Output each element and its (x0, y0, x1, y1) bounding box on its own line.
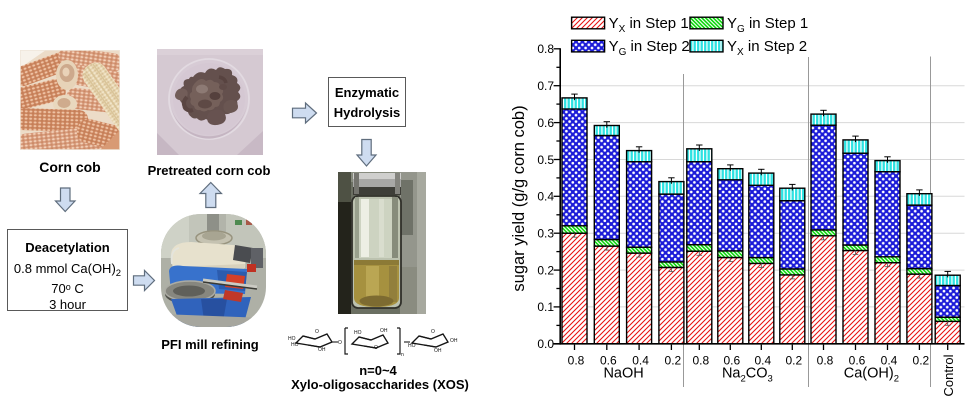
svg-text:0.3: 0.3 (537, 227, 554, 241)
svg-text:0.5: 0.5 (537, 153, 554, 167)
svg-text:0.8: 0.8 (537, 42, 554, 56)
svg-text:OH: OH (434, 348, 442, 354)
svg-text:HO: HO (354, 330, 362, 336)
svg-text:0.0: 0.0 (537, 337, 554, 351)
svg-text:YX in Step 1: YX in Step 1 (609, 15, 689, 35)
svg-text:O: O (374, 345, 378, 351)
svg-text:0.4: 0.4 (537, 190, 554, 204)
svg-text:0.4: 0.4 (881, 354, 898, 368)
svg-text:HO: HO (288, 336, 296, 342)
svg-text:0.4: 0.4 (632, 354, 649, 368)
svg-text:HO: HO (408, 343, 416, 349)
svg-text:0.6: 0.6 (723, 354, 740, 368)
svg-text:YG in Step 2: YG in Step 2 (609, 38, 690, 58)
svg-text:0.2: 0.2 (537, 263, 554, 277)
svg-text:O: O (431, 329, 435, 335)
svg-text:OH: OH (318, 347, 326, 353)
svg-text:0.6: 0.6 (600, 354, 617, 368)
svg-text:O: O (338, 340, 342, 346)
svg-text:HO: HO (291, 342, 299, 348)
svg-text:0.2: 0.2 (785, 354, 802, 368)
svg-text:O: O (315, 329, 319, 335)
svg-text:YG in Step 1: YG in Step 1 (727, 15, 808, 35)
svg-text:0.6: 0.6 (537, 116, 554, 130)
svg-text:0.7: 0.7 (537, 79, 554, 93)
svg-text:0.4: 0.4 (754, 354, 771, 368)
svg-text:Ca(OH)2: Ca(OH)2 (844, 366, 899, 385)
svg-text:OH: OH (450, 338, 458, 344)
svg-text:0.8: 0.8 (568, 354, 585, 368)
svg-text:OH: OH (380, 328, 388, 334)
svg-text:0.6: 0.6 (849, 354, 866, 368)
svg-text:Na2CO3: Na2CO3 (722, 366, 773, 385)
svg-text:YX in Step 2: YX in Step 2 (727, 38, 807, 58)
svg-text:Control: Control (941, 354, 956, 396)
svg-text:0.8: 0.8 (692, 354, 709, 368)
svg-text:0.8: 0.8 (817, 354, 834, 368)
svg-text:NaOH: NaOH (603, 366, 643, 382)
svg-text:0.2: 0.2 (665, 354, 682, 368)
svg-text:0.2: 0.2 (913, 354, 930, 368)
svg-text:0.1: 0.1 (537, 300, 554, 314)
svg-text:n: n (401, 352, 404, 358)
svg-text:sugar yield (g/g corn cob): sugar yield (g/g corn cob) (510, 105, 528, 291)
